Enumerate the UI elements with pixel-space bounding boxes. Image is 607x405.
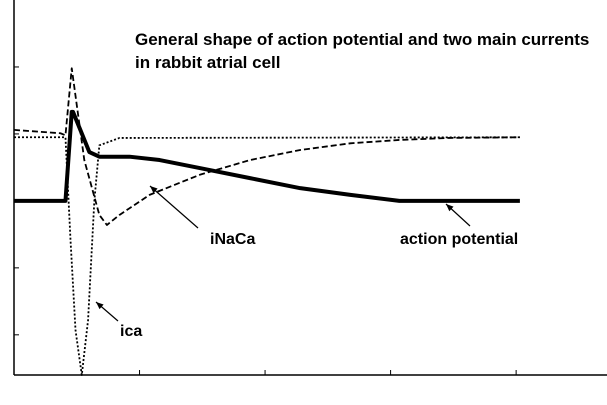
annotation: action potential: [400, 231, 518, 248]
series-line: [14, 109, 520, 203]
arrow-head: [446, 204, 454, 212]
annotation-arrow: [149, 185, 199, 229]
arrow-head: [96, 302, 104, 310]
series-line: [13, 67, 520, 226]
series-line: [14, 136, 520, 376]
annotation: iNaCa: [210, 231, 255, 248]
chart-title: General shape of action potential and tw…: [135, 30, 590, 72]
annotation: ica: [120, 323, 142, 340]
arrow-head: [150, 186, 158, 194]
